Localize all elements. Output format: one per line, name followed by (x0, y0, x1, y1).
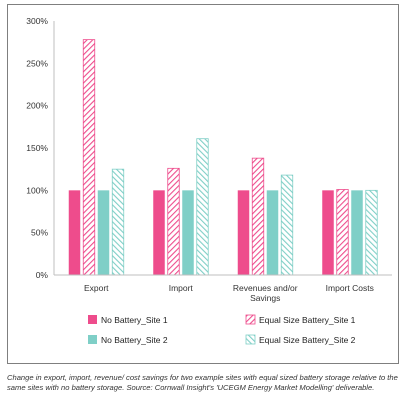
legend-label: No Battery_Site 2 (101, 335, 168, 345)
bar (365, 189, 378, 276)
bar (97, 190, 110, 275)
bar (196, 138, 209, 276)
bar (322, 190, 334, 275)
y-tick-label: 50% (31, 228, 48, 238)
y-tick-label: 300% (26, 16, 48, 26)
x-tick-label: Import (169, 283, 194, 293)
chart-frame: 0% 50% 100% 150% 200% 250% 300% Export Import Re… (7, 4, 399, 364)
bar (237, 190, 250, 275)
bars (68, 39, 378, 276)
bar (111, 168, 125, 276)
legend-swatch (88, 335, 97, 344)
legend-swatch (245, 334, 256, 345)
y-tick-label: 0% (36, 270, 49, 280)
legend-label: Equal Size Battery_Site 2 (259, 335, 356, 345)
legend: No Battery_Site 1 Equal Size Battery_Site… (88, 314, 356, 345)
legend-label: Equal Size Battery_Site 1 (259, 315, 356, 325)
bar-chart: 0% 50% 100% 150% 200% 250% 300% Export Import Re… (26, 16, 392, 345)
x-tick-label: Import Costs (326, 283, 374, 293)
bar (82, 39, 96, 276)
x-axis: Export Import Revenues and/or Savings Import… (54, 274, 392, 303)
figure-caption: Change in export, import, revenue/ cost … (7, 373, 398, 392)
x-tick-label: Revenues and/or Savings (233, 283, 298, 303)
bar (351, 190, 363, 275)
legend-swatch (245, 314, 256, 325)
bar (280, 174, 294, 276)
legend-label: No Battery_Site 1 (101, 315, 168, 325)
bar (251, 157, 265, 276)
bar (68, 190, 81, 275)
bar (153, 190, 165, 275)
y-axis: 0% 50% 100% 150% 200% 250% 300% (26, 16, 55, 280)
bar (266, 190, 279, 275)
y-tick-label: 100% (26, 185, 48, 195)
bar (336, 189, 349, 276)
y-tick-label: 200% (26, 101, 48, 111)
bar (167, 167, 180, 276)
y-tick-label: 150% (26, 143, 48, 153)
bar (182, 190, 194, 275)
x-tick-label: Export (84, 283, 109, 293)
y-tick-label: 250% (26, 58, 48, 68)
legend-swatch (88, 315, 97, 324)
